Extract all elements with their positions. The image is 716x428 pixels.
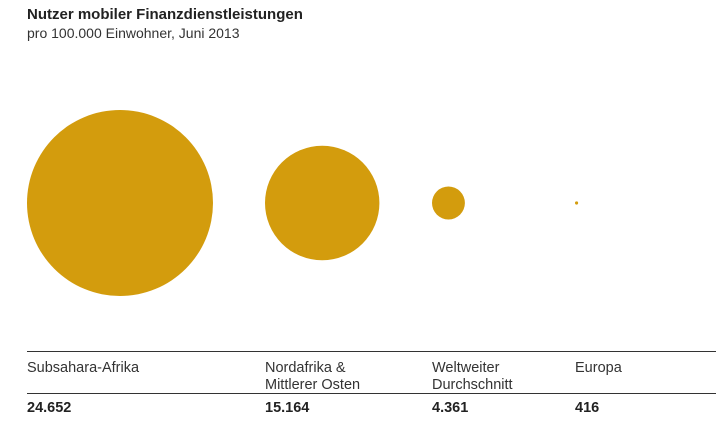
value-label: 15.164 [265, 400, 310, 416]
chart-subtitle: pro 100.000 Einwohner, Juni 2013 [27, 25, 240, 41]
category-label: Subsahara-Afrika [27, 360, 140, 376]
category-label: Nordafrika & Mittlerer Osten [265, 360, 361, 393]
category-label: Weltweiter Durchschnitt [432, 360, 513, 393]
value-label: 416 [575, 400, 600, 416]
value-label: 24.652 [27, 400, 72, 416]
bubble [265, 145, 380, 261]
value-label: 4.361 [432, 400, 469, 416]
bubble [575, 201, 579, 205]
bubble [432, 186, 465, 220]
category-label: Europa [575, 360, 622, 376]
chart-title: Nutzer mobiler Finanzdienstleistungen [27, 6, 303, 23]
bubble [27, 110, 213, 296]
